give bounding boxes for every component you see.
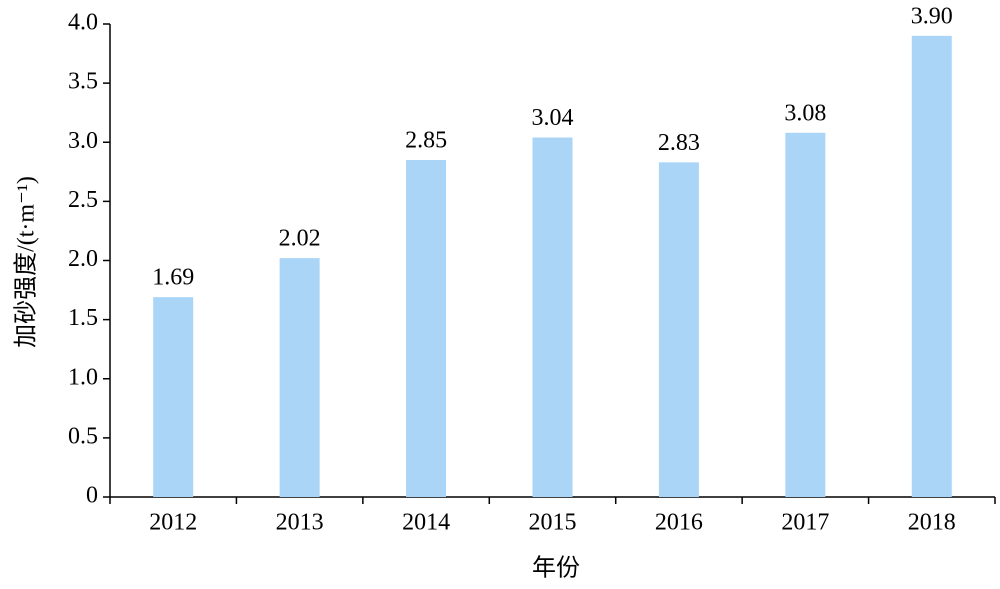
bar [658, 162, 699, 498]
x-tick-label: 2012 [149, 510, 197, 536]
y-tick-label: 0 [86, 483, 98, 509]
y-tick-label: 1.5 [68, 305, 98, 331]
y-tick-label: 4.0 [68, 10, 98, 36]
value-label: 1.69 [152, 265, 194, 291]
value-label: 3.90 [911, 3, 953, 29]
x-axis-label: 年份 [532, 555, 580, 582]
x-tick-label: 2015 [529, 510, 577, 536]
value-label: 3.04 [532, 105, 574, 131]
bar [911, 35, 952, 497]
x-tick-label: 2013 [276, 510, 324, 536]
y-tick-label: 3.0 [68, 128, 98, 154]
x-tick-label: 2018 [908, 510, 956, 536]
x-tick-label: 2017 [781, 510, 829, 536]
x-tick-label: 2014 [402, 510, 450, 536]
bar [785, 132, 826, 498]
y-tick-label: 2.5 [68, 187, 98, 213]
value-label: 2.83 [658, 130, 700, 156]
value-label: 2.85 [405, 127, 447, 153]
y-tick-label: 2.0 [68, 246, 98, 272]
bar [153, 297, 194, 497]
y-tick-label: 1.0 [68, 364, 98, 390]
value-label: 3.08 [784, 100, 826, 126]
bar [532, 137, 573, 497]
y-axis-label: 加砂强度/(t·m⁻¹) [13, 176, 40, 348]
bar [279, 258, 320, 497]
y-tick-label: 0.5 [68, 423, 98, 449]
y-tick-label: 3.5 [68, 69, 98, 95]
x-tick-label: 2016 [655, 510, 703, 536]
value-label: 2.02 [279, 226, 321, 252]
bar [406, 159, 447, 498]
